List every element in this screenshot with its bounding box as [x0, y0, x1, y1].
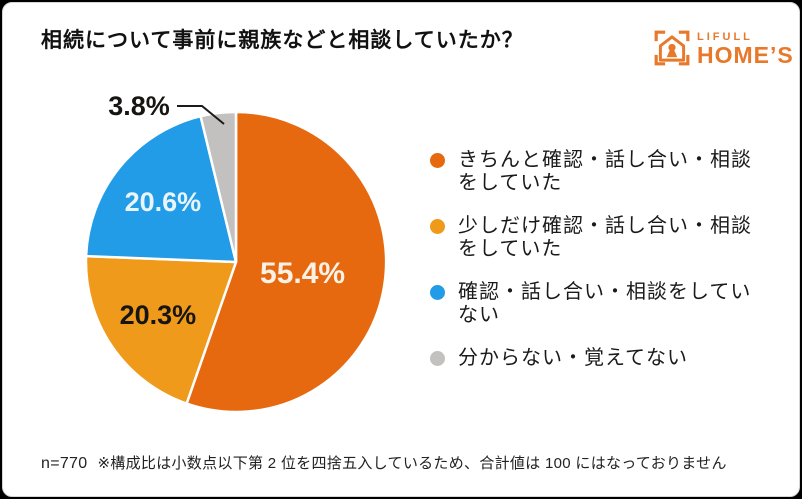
legend-swatch-orange [430, 153, 445, 168]
legend-item: 分からない・覚えてない [430, 347, 780, 370]
legend: きちんと確認・話し合い・相談をしていた 少しだけ確認・話し合い・相談をしていた … [430, 149, 780, 370]
sample-size: n=770 [41, 455, 88, 472]
legend-label: 分からない・覚えてない [458, 347, 688, 369]
pie-chart-area: 55.4% 20.3% 20.6% 3.8% [56, 82, 416, 447]
logo-lifull-text: LIFULL [697, 31, 753, 43]
pie-slice [84, 254, 238, 405]
slice-percent-label: 20.6% [125, 187, 202, 217]
slice-percent-label: 20.3% [120, 300, 197, 330]
pie-slice [84, 114, 238, 264]
slice-percent-label: 3.8% [108, 91, 170, 121]
legend-swatch-blue [430, 285, 445, 300]
legend-swatch-gray [430, 351, 445, 366]
pie-chart: 55.4% 20.3% 20.6% 3.8% [84, 91, 388, 414]
logo-house-icon [654, 30, 690, 66]
logo-homes-text: HOME’S [697, 42, 794, 69]
logo-wordmark: LIFULL HOME’S [697, 29, 794, 67]
legend-label: 確認・話し合い・相談をしていない [458, 281, 752, 326]
chart-title: 相続について事前に親族などと相談していたか？ [41, 29, 524, 52]
label-leader-line [177, 105, 225, 125]
legend-label: きちんと確認・話し合い・相談をしていた [458, 149, 752, 194]
legend-label: 少しだけ確認・話し合い・相談をしていた [458, 215, 752, 260]
pie-slice [199, 110, 238, 264]
legend-item: 少しだけ確認・話し合い・相談をしていた [430, 215, 780, 261]
legend-swatch-amber [430, 219, 445, 234]
legend-item: 確認・話し合い・相談をしていない [430, 281, 780, 327]
rounding-note: ※構成比は小数点以下第 2 位を四捨五入しているため、合計値は 100 にはなっ… [97, 455, 727, 472]
legend-item: きちんと確認・話し合い・相談をしていた [430, 149, 780, 195]
footnote: n=770 ※構成比は小数点以下第 2 位を四捨五入しているため、合計値は 10… [41, 452, 727, 473]
lifull-homes-logo: LIFULL HOME’S [653, 29, 794, 67]
slice-percent-label: 55.4% [260, 257, 345, 290]
